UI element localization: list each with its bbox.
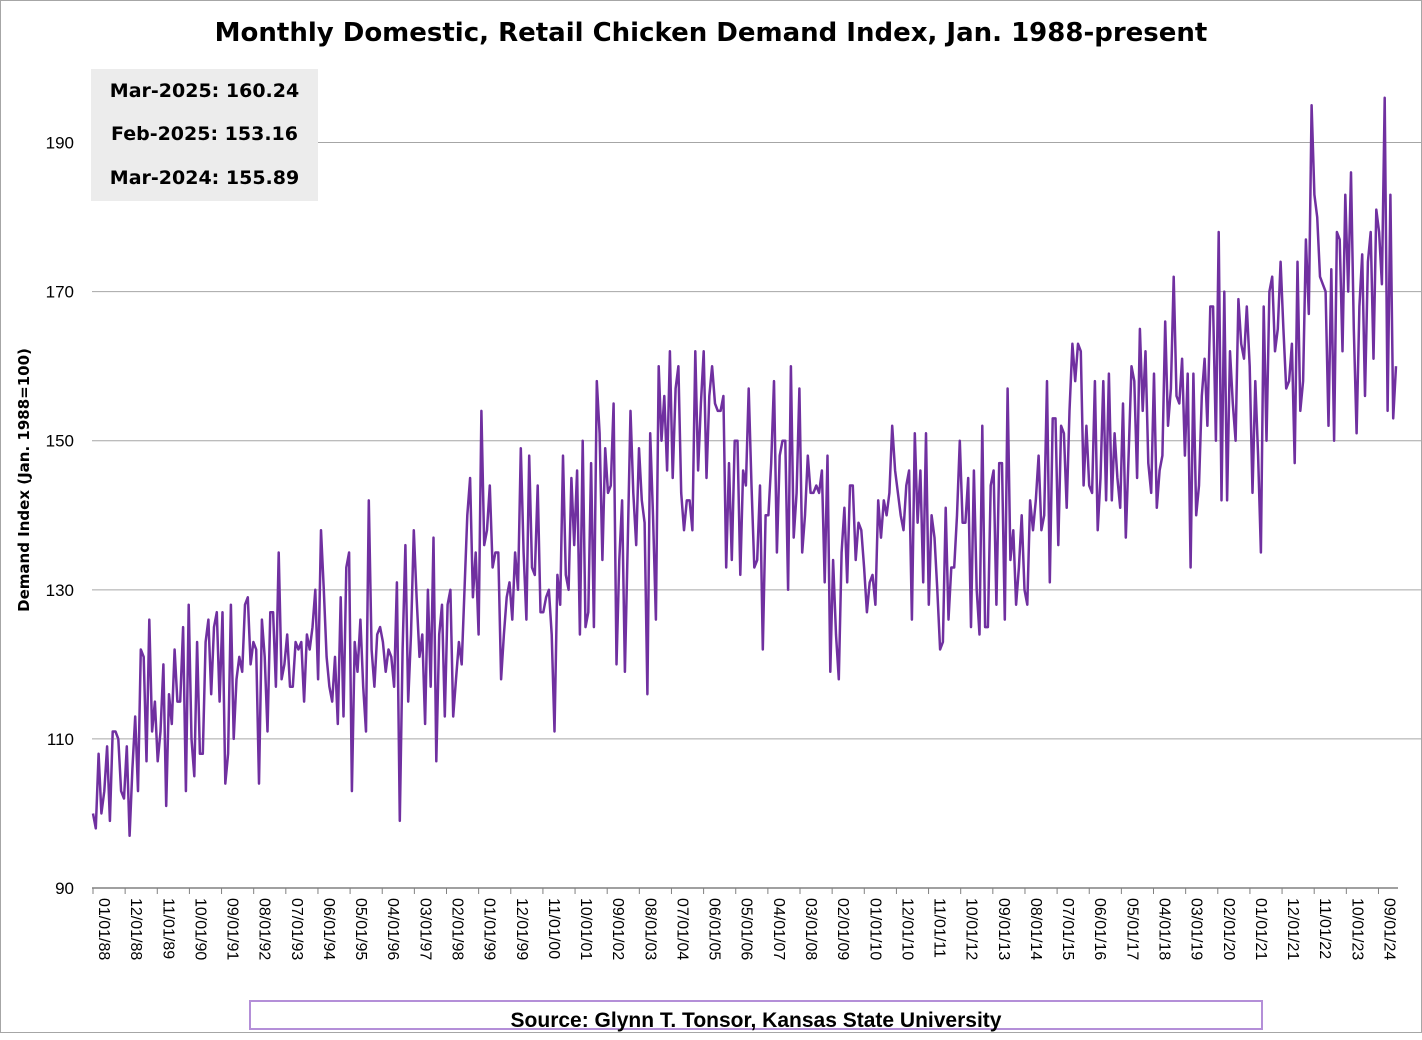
x-tick-label: 12/01/88 <box>127 898 144 960</box>
x-tick-label: 04/01/96 <box>384 898 401 960</box>
x-tick-label: 11/01/22 <box>1316 898 1333 959</box>
x-tick-label: 11/01/89 <box>159 898 176 959</box>
x-tick-label: 09/01/91 <box>224 898 241 960</box>
x-tick-label: 10/01/23 <box>1348 898 1365 960</box>
x-tick-label: 06/01/16 <box>1091 898 1108 960</box>
stats-box: Mar-2025: 160.24 Feb-2025: 153.16 Mar-20… <box>91 69 318 201</box>
y-tick-label: 190 <box>46 134 74 153</box>
x-tick-label: 12/01/99 <box>513 898 530 960</box>
x-tick-label: 06/01/05 <box>706 898 723 960</box>
x-tick-label: 06/01/94 <box>320 898 337 960</box>
x-tick-label: 10/01/90 <box>191 898 208 960</box>
source-text: Source: Glynn T. Tonsor, Kansas State Un… <box>510 1009 1002 1032</box>
x-tick-label: 01/01/88 <box>95 898 112 960</box>
x-tick-label: 08/01/14 <box>1027 898 1044 960</box>
x-tick-label: 02/01/98 <box>449 898 466 960</box>
y-tick-label: 90 <box>55 879 74 898</box>
x-tick-label: 04/01/07 <box>770 898 787 960</box>
series-line-demand-index <box>91 96 1398 838</box>
y-tick-label: 130 <box>46 581 74 600</box>
x-tick-label: 08/01/03 <box>641 898 658 960</box>
x-tick-label: 07/01/04 <box>673 898 690 960</box>
y-tick-labels: 90 110 130 150 170 190 <box>46 134 74 898</box>
series-layer <box>91 96 1398 838</box>
y-tick-label: 110 <box>47 730 74 749</box>
x-tick-label: 02/01/09 <box>834 898 851 960</box>
x-tick-labels: 01/01/88 12/01/88 11/01/89 10/01/90 09/01/91… <box>92 888 1397 960</box>
x-tick-label: 10/01/12 <box>963 898 980 960</box>
y-tick-label: 150 <box>46 432 74 451</box>
x-tick-label: 05/01/17 <box>1123 898 1140 960</box>
chart-title: Monthly Domestic, Retail Chicken Demand … <box>214 18 1208 48</box>
y-axis-label: Demand Index (Jan. 1988=100) <box>15 348 33 612</box>
x-tick-label: 07/01/15 <box>1059 898 1076 960</box>
x-tick-label: 03/01/19 <box>1188 898 1205 960</box>
x-tick-label: 02/01/20 <box>1220 898 1237 960</box>
stat-previous-month: Feb-2025: 153.16 <box>111 123 298 145</box>
x-tick-label: 12/01/21 <box>1284 898 1301 960</box>
stat-current: Mar-2025: 160.24 <box>109 80 300 102</box>
stat-previous-year: Mar-2024: 155.89 <box>109 167 300 189</box>
x-tick-label: 08/01/92 <box>256 898 273 960</box>
x-tick-label: 10/01/01 <box>577 898 594 960</box>
x-tick-label: 01/01/99 <box>481 898 498 960</box>
x-tick-label: 07/01/93 <box>288 898 305 960</box>
x-tick-label: 09/01/02 <box>609 898 626 960</box>
x-tick-label: 05/01/06 <box>738 898 755 960</box>
x-tick-label: 05/01/95 <box>352 898 369 960</box>
source-box: Source: Glynn T. Tonsor, Kansas State Un… <box>249 1000 1263 1032</box>
x-tick-label: 11/01/11 <box>931 898 948 958</box>
y-tick-label: 170 <box>46 283 74 302</box>
x-tick-label: 09/01/13 <box>995 898 1012 960</box>
x-tick-label: 09/01/24 <box>1380 898 1397 960</box>
x-tick-label: 01/01/21 <box>1252 898 1269 960</box>
x-tick-label: 03/01/97 <box>416 898 433 960</box>
x-tick-label: 03/01/08 <box>802 898 819 960</box>
x-tick-label: 04/01/18 <box>1156 898 1173 960</box>
x-tick-label: 12/01/10 <box>898 898 915 960</box>
x-tick-label: 01/01/10 <box>866 898 883 960</box>
x-tick-label: 11/01/00 <box>545 898 562 959</box>
